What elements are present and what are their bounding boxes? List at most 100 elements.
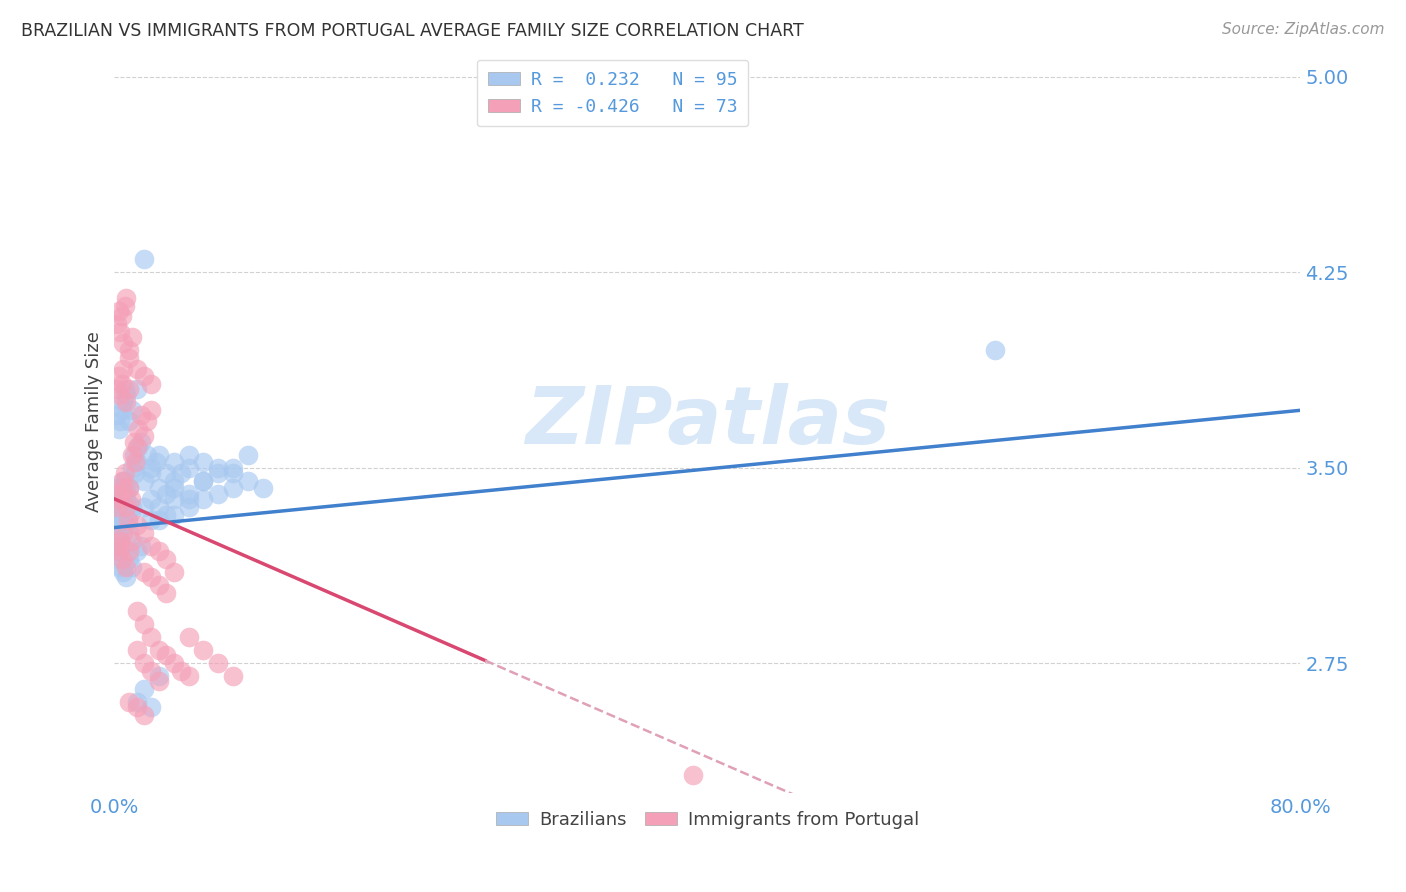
Point [115, 500, 138, 514]
Point [125, 518, 148, 533]
Point [682, 768, 704, 782]
Point [118, 525, 141, 540]
Point [170, 466, 193, 480]
Text: ZIPatlas: ZIPatlas [524, 383, 890, 461]
Point [155, 585, 177, 599]
Point [148, 578, 170, 592]
Point [105, 518, 128, 533]
Point [112, 525, 135, 540]
Point [105, 525, 128, 540]
Point [252, 482, 274, 496]
Point [108, 518, 131, 533]
Point [108, 508, 131, 522]
Point [121, 460, 143, 475]
Point [110, 500, 132, 514]
Point [115, 559, 138, 574]
Y-axis label: Average Family Size: Average Family Size [86, 332, 103, 512]
Point [114, 486, 136, 500]
Point [125, 643, 148, 657]
Point [118, 497, 141, 511]
Point [114, 466, 136, 480]
Point [141, 539, 163, 553]
Point [125, 455, 148, 469]
Point [222, 669, 245, 683]
Point [222, 460, 245, 475]
Point [127, 421, 149, 435]
Point [115, 518, 138, 533]
Point [207, 486, 229, 500]
Point [132, 252, 155, 267]
Point [108, 421, 131, 435]
Point [114, 383, 136, 397]
Text: BRAZILIAN VS IMMIGRANTS FROM PORTUGAL AVERAGE FAMILY SIZE CORRELATION CHART: BRAZILIAN VS IMMIGRANTS FROM PORTUGAL AV… [21, 22, 804, 40]
Point [108, 369, 131, 384]
Point [163, 455, 186, 469]
Point [112, 500, 135, 514]
Point [222, 466, 245, 480]
Point [193, 474, 215, 488]
Point [148, 482, 170, 496]
Point [120, 505, 142, 519]
Point [148, 674, 170, 689]
Point [163, 508, 186, 522]
Point [124, 455, 146, 469]
Point [118, 544, 141, 558]
Point [163, 565, 186, 579]
Point [148, 643, 170, 657]
Point [122, 434, 145, 449]
Point [108, 544, 131, 558]
Point [118, 482, 141, 496]
Point [132, 500, 155, 514]
Point [177, 486, 200, 500]
Point [984, 343, 1007, 358]
Point [121, 330, 143, 344]
Point [236, 474, 259, 488]
Point [129, 409, 152, 423]
Point [121, 448, 143, 462]
Point [148, 448, 170, 462]
Point [115, 482, 138, 496]
Point [105, 409, 128, 423]
Point [207, 460, 229, 475]
Point [132, 525, 155, 540]
Point [207, 656, 229, 670]
Point [110, 387, 132, 401]
Point [155, 508, 177, 522]
Point [105, 383, 128, 397]
Point [132, 565, 155, 579]
Point [117, 513, 139, 527]
Point [125, 440, 148, 454]
Point [105, 551, 128, 566]
Point [117, 513, 139, 527]
Point [145, 455, 167, 469]
Point [148, 513, 170, 527]
Point [112, 361, 135, 376]
Point [136, 448, 159, 462]
Point [118, 695, 141, 709]
Point [163, 474, 186, 488]
Point [110, 491, 132, 506]
Point [148, 544, 170, 558]
Point [112, 395, 135, 409]
Point [111, 539, 134, 553]
Point [111, 377, 134, 392]
Point [125, 361, 148, 376]
Point [222, 482, 245, 496]
Point [118, 351, 141, 366]
Point [111, 486, 134, 500]
Point [136, 414, 159, 428]
Point [177, 669, 200, 683]
Point [125, 383, 148, 397]
Point [118, 482, 141, 496]
Point [108, 544, 131, 558]
Point [132, 617, 155, 632]
Point [163, 482, 186, 496]
Point [115, 395, 138, 409]
Point [155, 486, 177, 500]
Point [118, 414, 141, 428]
Point [118, 383, 141, 397]
Point [132, 708, 155, 723]
Point [121, 403, 143, 417]
Point [105, 539, 128, 553]
Point [132, 429, 155, 443]
